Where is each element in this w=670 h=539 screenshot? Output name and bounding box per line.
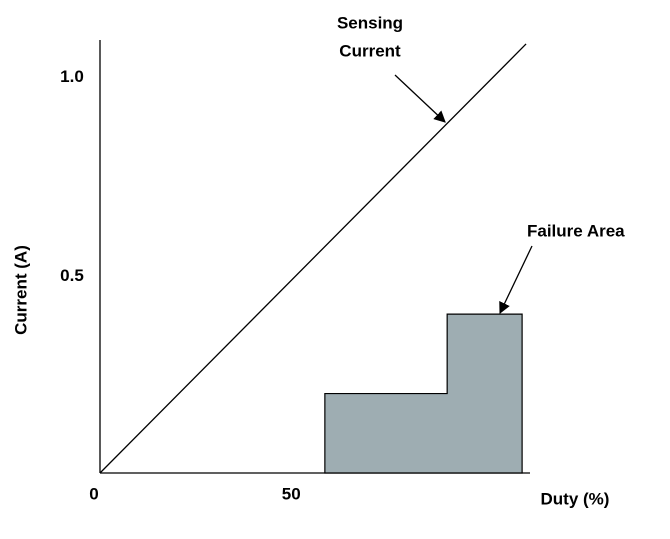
annotation-arrow [499, 245, 533, 315]
y-tick-label: 1.0 [60, 67, 84, 86]
annotation-arrow [394, 74, 446, 123]
series-label: Sensing [337, 13, 403, 32]
series-label: Failure Area [527, 221, 625, 240]
line [99, 43, 527, 474]
y-axis-label: Current (A) [11, 245, 30, 335]
failure-area [324, 313, 523, 474]
x-axis-label: Duty (%) [541, 489, 610, 508]
y-tick-label: 0.5 [60, 266, 84, 285]
series-label: Current [339, 41, 401, 60]
x-tick-label: 0 [89, 484, 98, 503]
x-tick-label: 50 [282, 484, 301, 503]
